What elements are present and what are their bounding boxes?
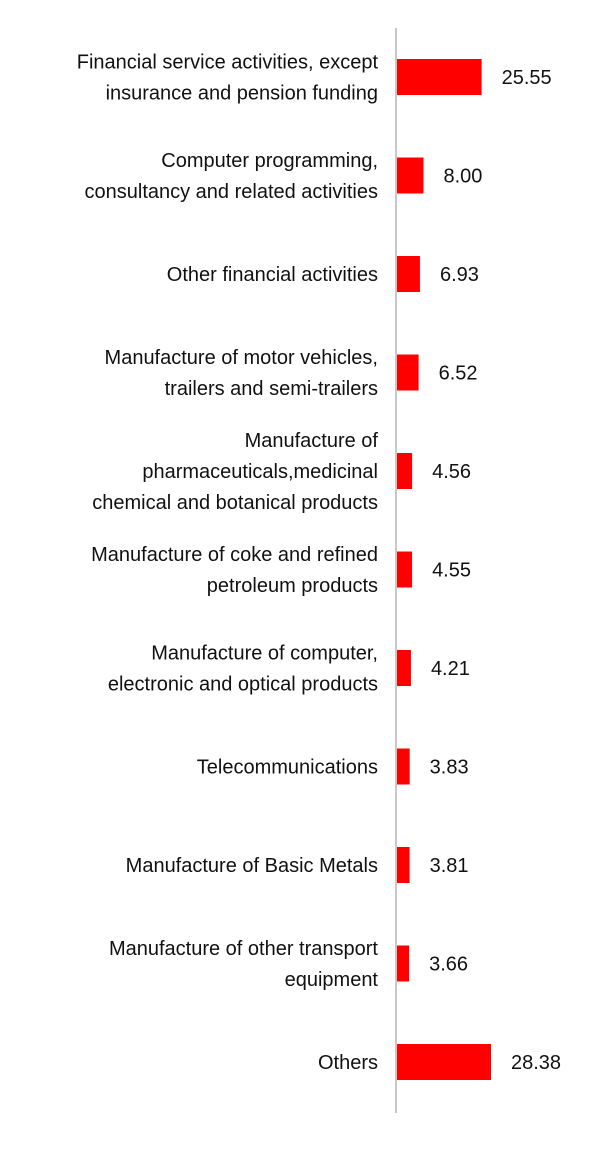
category-label-4-line-1: pharmaceuticals,medicinal	[142, 461, 378, 483]
value-label-8: 3.81	[430, 855, 469, 877]
bar-7	[397, 748, 410, 785]
value-label-7: 3.83	[430, 757, 469, 779]
bar-9	[397, 945, 410, 982]
bar-3	[397, 354, 419, 391]
bar-6	[397, 650, 411, 686]
bar-0	[397, 59, 482, 95]
category-label-7-line-0: Telecommunications	[197, 757, 378, 779]
category-label-3-line-1: trailers and semi-trailers	[165, 378, 378, 400]
value-label-3: 6.52	[439, 363, 478, 385]
category-label-5-line-0: Manufacture of coke and refined	[91, 544, 378, 566]
value-label-2: 6.93	[440, 264, 479, 286]
bars-group	[397, 59, 491, 1080]
bar-8	[397, 847, 410, 883]
category-label-8-line-0: Manufacture of Basic Metals	[126, 855, 378, 877]
bar-2	[397, 256, 420, 292]
category-label-2-line-0: Other financial activities	[167, 264, 378, 286]
value-label-5: 4.55	[432, 560, 471, 582]
category-label-6-line-0: Manufacture of computer,	[151, 643, 378, 665]
category-label-0-line-1: insurance and pension funding	[106, 83, 378, 105]
category-label-6-line-1: electronic and optical products	[108, 674, 378, 696]
category-label-1-line-0: Computer programming,	[161, 150, 378, 172]
category-label-1-line-1: consultancy and related activities	[85, 181, 379, 203]
bar-10	[397, 1044, 491, 1080]
bar-4	[397, 453, 413, 489]
category-label-9-line-1: equipment	[285, 969, 379, 991]
bar-5	[397, 551, 413, 588]
bar-1	[397, 157, 424, 194]
value-label-9: 3.66	[429, 954, 468, 976]
value-labels-group: 25.55 8.00 6.93 6.52 4.56 4.55 4.21 3.83 3.81 3.6…	[429, 67, 561, 1074]
value-label-1: 8.00	[443, 166, 482, 188]
category-label-9-line-0: Manufacture of other transport	[109, 938, 378, 960]
value-label-0: 25.55	[502, 67, 552, 89]
category-label-4-line-2: chemical and botanical products	[92, 492, 378, 514]
category-label-10-line-0: Others	[318, 1052, 378, 1074]
category-label-4-line-0: Manufacture of	[245, 430, 379, 452]
value-label-6: 4.21	[431, 658, 470, 680]
category-label-3-line-0: Manufacture of motor vehicles,	[105, 347, 378, 369]
value-label-10: 28.38	[511, 1052, 561, 1074]
category-label-0-line-0: Financial service activities, except	[77, 52, 379, 74]
category-label-5-line-1: petroleum products	[207, 575, 378, 597]
category-labels-group: Financial service activities, except insu…	[77, 52, 379, 1075]
value-label-4: 4.56	[432, 461, 471, 483]
